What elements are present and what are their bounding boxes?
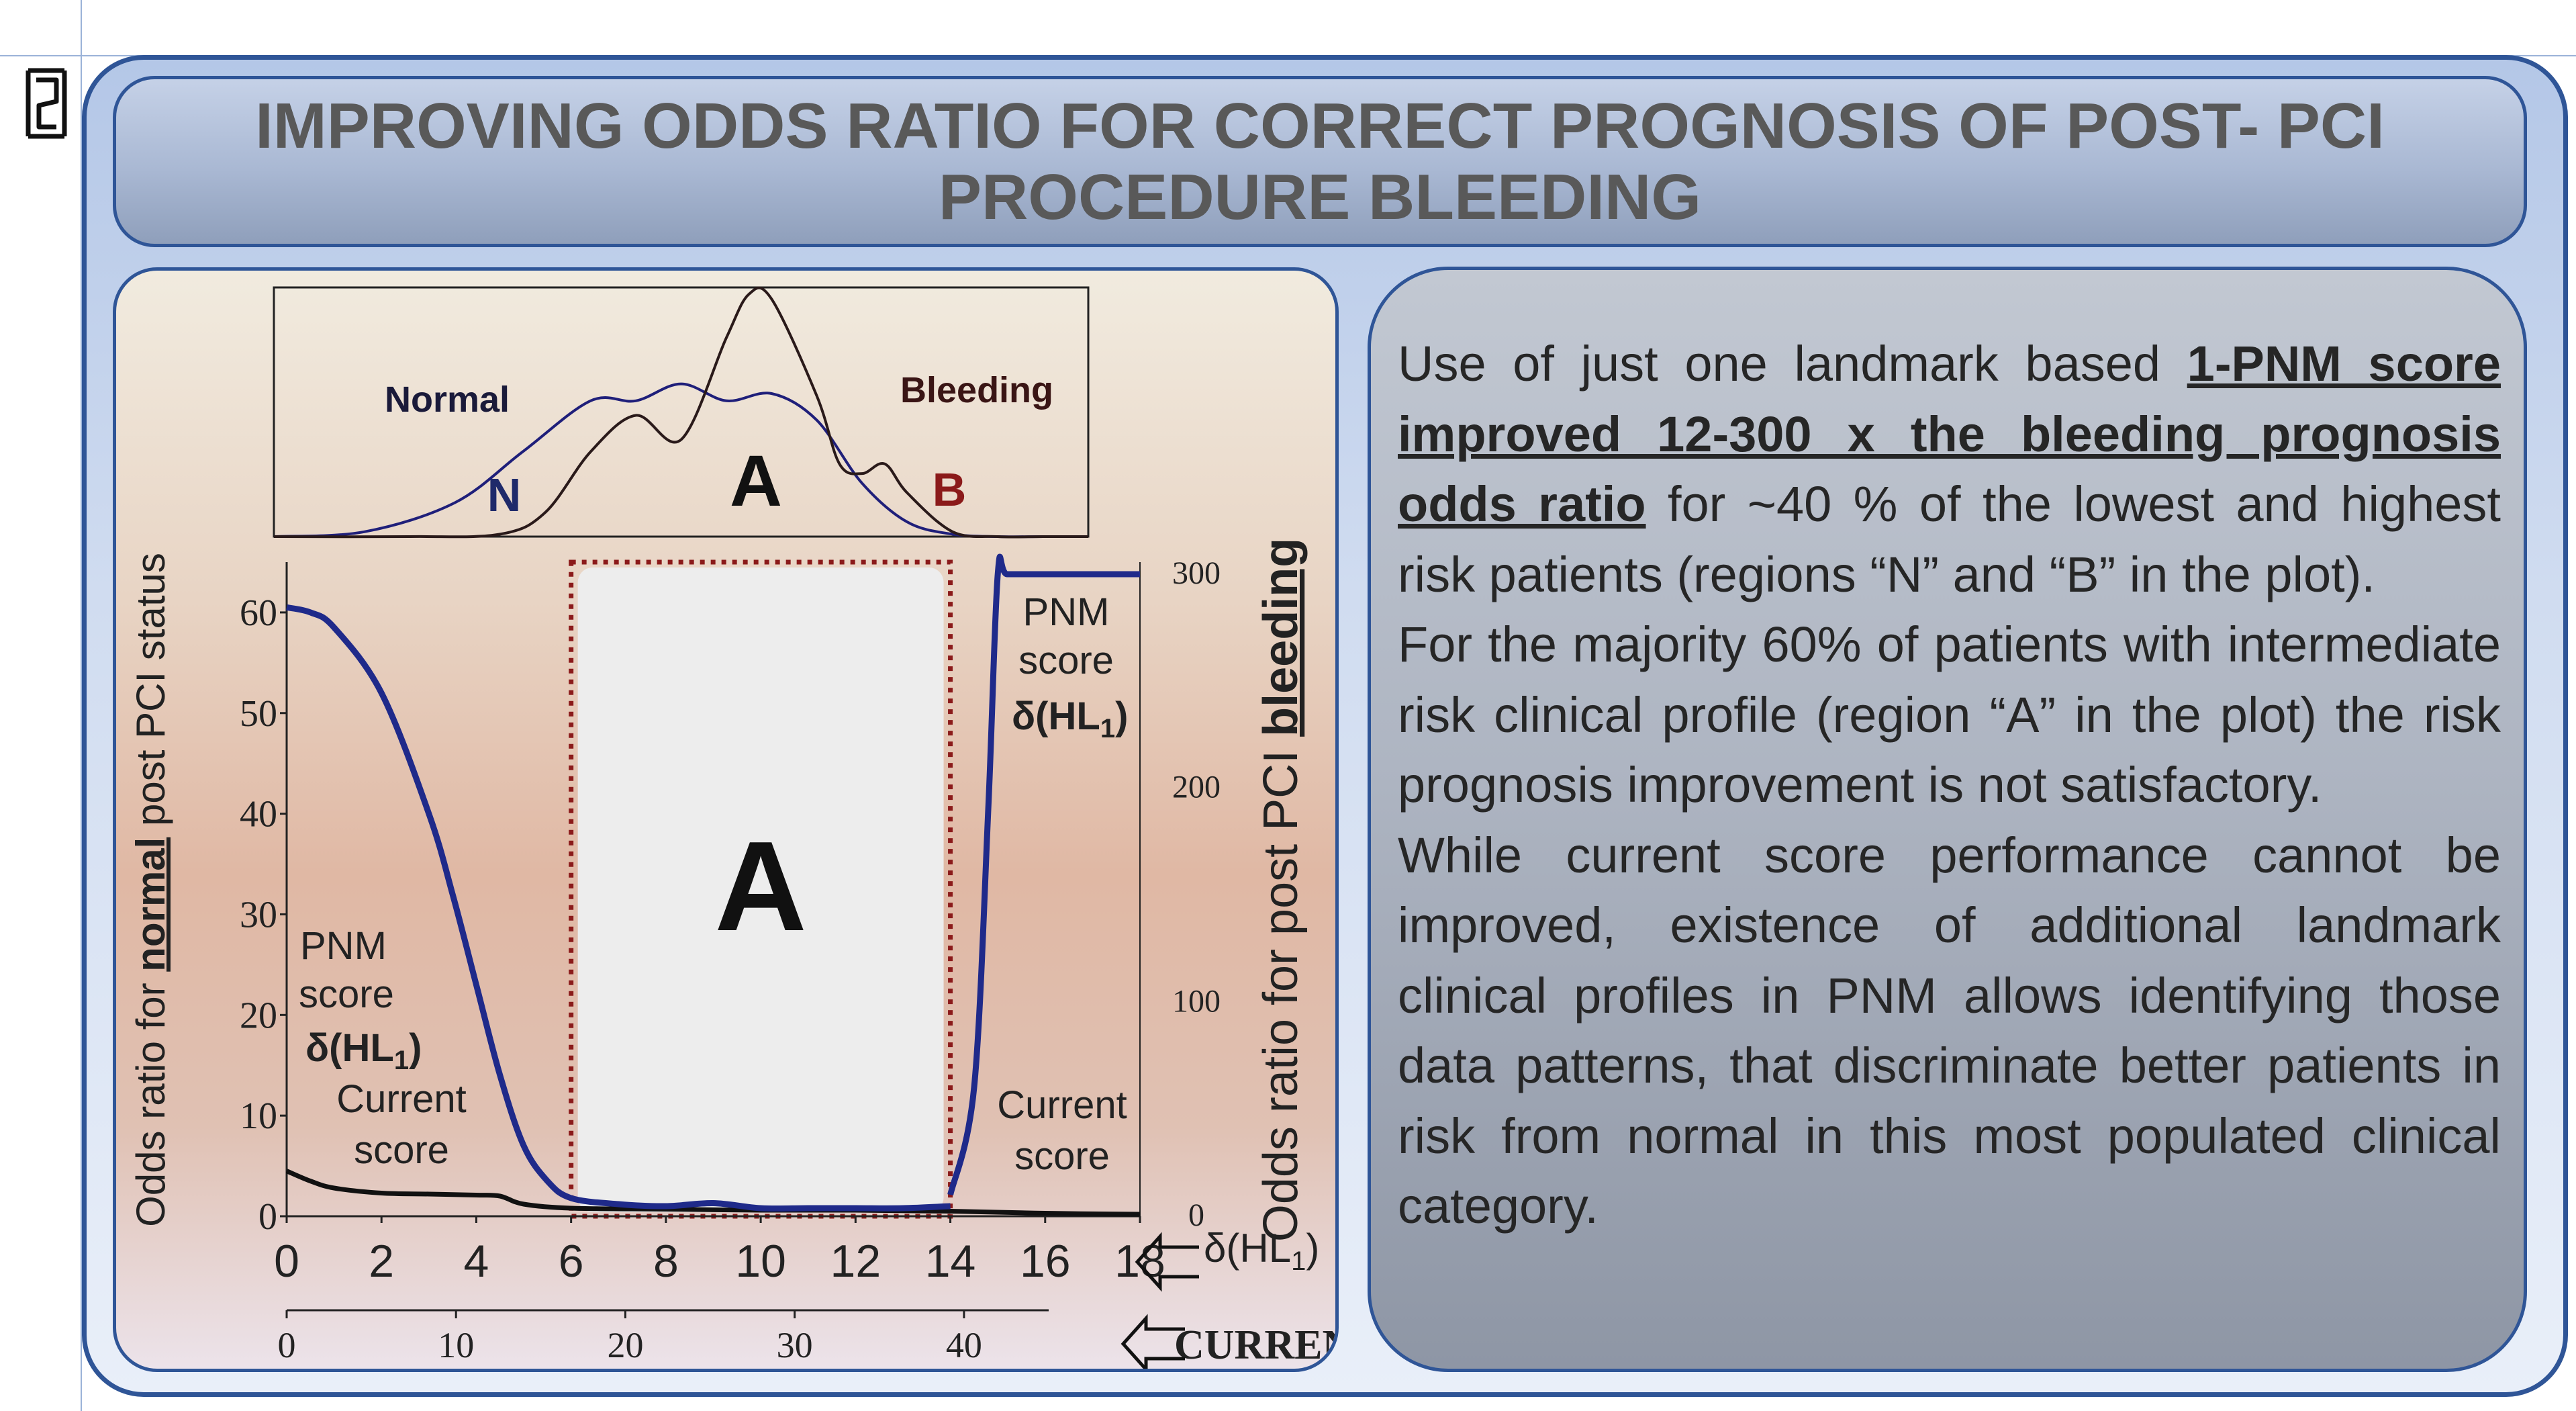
left-tick-label: 50 <box>240 693 277 735</box>
delta-right-close: ) <box>1115 694 1128 738</box>
delta-left-sub: 1 <box>394 1046 409 1075</box>
current-right-annotation: score <box>1014 1134 1110 1178</box>
delta-left-close: ) <box>409 1026 422 1070</box>
slide-title: IMPROVING ODDS RATIO FOR CORRECT PROGNOS… <box>255 89 2385 233</box>
left-tick-label: 60 <box>240 592 277 634</box>
paragraph-1-highlight: 1-PNM score improved 12-300 x the bleedi… <box>1398 336 2501 532</box>
current-left-annotation: Current <box>336 1077 466 1121</box>
x-tick-label: 2 <box>369 1236 394 1287</box>
logo-icon <box>26 68 67 139</box>
x-axis-label-sub: 1 <box>1291 1246 1306 1276</box>
left-axis-label-part: normal <box>128 837 173 972</box>
right-axis-label-part: bleeding <box>1254 538 1308 737</box>
x2-axis-label: CURRENT <box>1174 1322 1339 1368</box>
pnm-left-annotation: score <box>299 972 394 1016</box>
right-tick-label: 100 <box>1172 983 1221 1019</box>
x-axis-arrow-icon <box>1135 1232 1199 1292</box>
x-tick-label: 10 <box>735 1236 786 1287</box>
paragraph-1-lead: Use of just one landmark based <box>1398 336 2187 392</box>
x-tick-label: 0 <box>274 1236 299 1287</box>
right-axis-label: Odds ratio for post PCI bleeding <box>1254 538 1308 1242</box>
paragraph-2: For the majority 60% of patients with in… <box>1398 617 2501 813</box>
pnm-left-annotation: PNM <box>300 924 387 968</box>
text-body: Use of just one landmark based 1-PNM sco… <box>1398 329 2501 1242</box>
right-tick-label: 0 <box>1188 1197 1204 1233</box>
x-tick-label: 16 <box>1020 1236 1071 1287</box>
left-tick-label: 40 <box>240 794 277 835</box>
current-score-curve <box>285 1169 1141 1217</box>
right-axis-label-part: Odds ratio for post PCI <box>1254 737 1308 1242</box>
paragraph-3: While current score performance cannot b… <box>1398 827 2501 1234</box>
region-n-label: N <box>487 469 522 521</box>
left-axis-label-part: post PCI status <box>128 553 173 837</box>
title-banner: IMPROVING ODDS RATIO FOR CORRECT PROGNOS… <box>113 76 2527 247</box>
x2-tick-label: 30 <box>777 1325 813 1365</box>
delta-right-sub: 1 <box>1100 714 1115 743</box>
current-left-annotation: score <box>354 1128 449 1172</box>
current-right-annotation: Current <box>997 1083 1127 1127</box>
bleeding-distribution-curve <box>273 286 1088 539</box>
right-tick-label: 300 <box>1172 555 1221 591</box>
text-panel: Use of just one landmark based 1-PNM sco… <box>1368 267 2527 1372</box>
pnm-score-curve-left <box>286 604 951 1212</box>
distribution-plot: Normal Bleeding N A B <box>273 286 1090 539</box>
left-axis-label: Odds ratio for normal post PCI status <box>128 553 173 1227</box>
pnm-right-annotation: PNM <box>1023 590 1110 634</box>
delta-left-annotation: δ(HL1) <box>305 1026 422 1075</box>
left-tick-label: 20 <box>240 995 277 1036</box>
x-tick-label: 6 <box>559 1236 584 1287</box>
x-tick-label: 12 <box>830 1236 881 1287</box>
guide-line-vertical <box>81 0 82 1411</box>
x2-tick-label: 0 <box>278 1325 296 1365</box>
delta-right-annotation: δ(HL1) <box>1012 694 1128 743</box>
pnm-score-curve-right <box>947 553 1140 1196</box>
distribution-frame <box>273 286 1090 538</box>
left-tick-label: 0 <box>258 1196 277 1238</box>
left-tick-label: 10 <box>240 1095 277 1137</box>
bleeding-label: Bleeding <box>900 370 1053 410</box>
normal-label: Normal <box>385 379 510 420</box>
region-a-fill <box>577 567 944 1212</box>
x2-tick-label: 40 <box>946 1325 982 1365</box>
x-tick-label: 8 <box>653 1236 679 1287</box>
pnm-right-annotation: score <box>1018 639 1114 682</box>
x2-tick-label: 10 <box>438 1325 474 1365</box>
region-a-label-large: A <box>715 815 807 958</box>
region-a-label-small: A <box>730 440 782 521</box>
region-b-label: B <box>933 463 967 516</box>
chart-panel: Normal Bleeding N A B A 0 10 20 30 40 50 60 0 100 200 3… <box>113 267 1339 1372</box>
x-tick-label: 4 <box>464 1236 489 1287</box>
x-axis-label-close: ) <box>1306 1226 1319 1271</box>
right-tick-label: 200 <box>1172 770 1221 805</box>
left-axis-label-part: Odds ratio for <box>128 972 173 1227</box>
left-tick-label: 30 <box>240 894 277 936</box>
paragraph-1: Use of just one landmark based 1-PNM sco… <box>1398 329 2501 610</box>
x-tick-label: 14 <box>925 1236 976 1287</box>
paragraph-1-tail: for ~40 % of the lowest and highest risk… <box>1398 476 2501 602</box>
x2-tick-label: 20 <box>607 1325 643 1365</box>
x2-axis-arrow-icon <box>1120 1314 1185 1369</box>
